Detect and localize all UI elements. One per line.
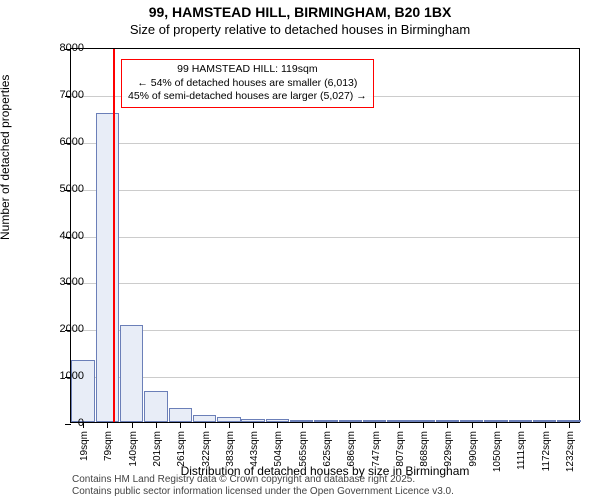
y-tick-label: 3000	[60, 276, 84, 288]
x-tick-label: 747sqm	[371, 431, 382, 467]
x-tick	[156, 422, 157, 428]
x-tick-label: 1050sqm	[492, 431, 503, 472]
y-tick-label: 0	[78, 417, 84, 429]
x-tick	[423, 422, 424, 428]
annotation-line-2: ← 54% of detached houses are smaller (6,…	[128, 77, 367, 91]
x-tick-label: 79sqm	[103, 431, 114, 461]
x-tick	[350, 422, 351, 428]
x-tick-label: 1172sqm	[541, 431, 552, 471]
x-tick	[447, 422, 448, 428]
gridline	[71, 237, 579, 238]
x-tick-label: 201sqm	[152, 431, 163, 467]
y-tick-label: 1000	[60, 370, 84, 382]
footer-line-1: Contains HM Land Registry data © Crown c…	[72, 474, 454, 486]
footer-line-2: Contains public sector information licen…	[72, 486, 454, 498]
x-tick-label: 19sqm	[79, 431, 90, 461]
chart-title: 99, HAMSTEAD HILL, BIRMINGHAM, B20 1BX	[0, 4, 600, 20]
x-tick-label: 322sqm	[201, 431, 212, 467]
annotation-line-3: 45% of semi-detached houses are larger (…	[128, 90, 367, 104]
x-tick	[302, 422, 303, 428]
y-tick-label: 5000	[60, 183, 84, 195]
y-axis-label: Number of detached properties	[0, 75, 12, 240]
x-tick-label: 504sqm	[273, 431, 284, 467]
x-tick	[253, 422, 254, 428]
histogram-bar	[169, 408, 192, 422]
x-tick	[107, 422, 108, 428]
x-tick	[229, 422, 230, 428]
gridline	[71, 330, 579, 331]
x-tick-label: 929sqm	[443, 431, 454, 467]
footer-attribution: Contains HM Land Registry data © Crown c…	[72, 474, 454, 498]
y-tick-label: 6000	[60, 136, 84, 148]
x-tick	[375, 422, 376, 428]
annotation-box: 99 HAMSTEAD HILL: 119sqm← 54% of detache…	[121, 59, 374, 108]
x-tick-label: 140sqm	[128, 431, 139, 467]
x-tick	[132, 422, 133, 428]
x-tick-label: 1232sqm	[565, 431, 576, 472]
x-tick-label: 868sqm	[419, 431, 430, 467]
y-tick-label: 4000	[60, 230, 84, 242]
x-tick	[180, 422, 181, 428]
x-tick	[205, 422, 206, 428]
x-tick	[545, 422, 546, 428]
x-tick-label: 443sqm	[249, 431, 260, 467]
y-tick-label: 8000	[60, 42, 84, 54]
x-tick-label: 383sqm	[225, 431, 236, 467]
x-tick-label: 625sqm	[322, 431, 333, 467]
y-tick-label: 2000	[60, 323, 84, 335]
x-tick-label: 990sqm	[468, 431, 479, 467]
annotation-line-1: 99 HAMSTEAD HILL: 119sqm	[128, 63, 367, 77]
histogram-bar	[96, 113, 119, 422]
x-tick	[472, 422, 473, 428]
histogram-bar	[144, 391, 167, 422]
chart-container: 99, HAMSTEAD HILL, BIRMINGHAM, B20 1BX S…	[0, 0, 600, 500]
x-tick	[569, 422, 570, 428]
x-tick-label: 565sqm	[298, 431, 309, 467]
gridline	[71, 377, 579, 378]
chart-plot-area: 99 HAMSTEAD HILL: 119sqm← 54% of detache…	[70, 48, 580, 423]
histogram-bar	[193, 415, 216, 422]
x-tick-label: 261sqm	[176, 431, 187, 467]
x-tick	[399, 422, 400, 428]
highlight-marker	[113, 49, 115, 422]
x-tick	[496, 422, 497, 428]
x-tick	[326, 422, 327, 428]
gridline	[71, 143, 579, 144]
gridline	[71, 190, 579, 191]
x-tick	[277, 422, 278, 428]
x-tick-label: 1111sqm	[516, 431, 527, 470]
y-tick	[65, 424, 71, 425]
y-tick-label: 7000	[60, 89, 84, 101]
x-tick	[520, 422, 521, 428]
x-tick-label: 807sqm	[395, 431, 406, 467]
chart-subtitle: Size of property relative to detached ho…	[0, 22, 600, 37]
x-tick-label: 686sqm	[346, 431, 357, 467]
histogram-bar	[120, 325, 143, 423]
gridline	[71, 283, 579, 284]
